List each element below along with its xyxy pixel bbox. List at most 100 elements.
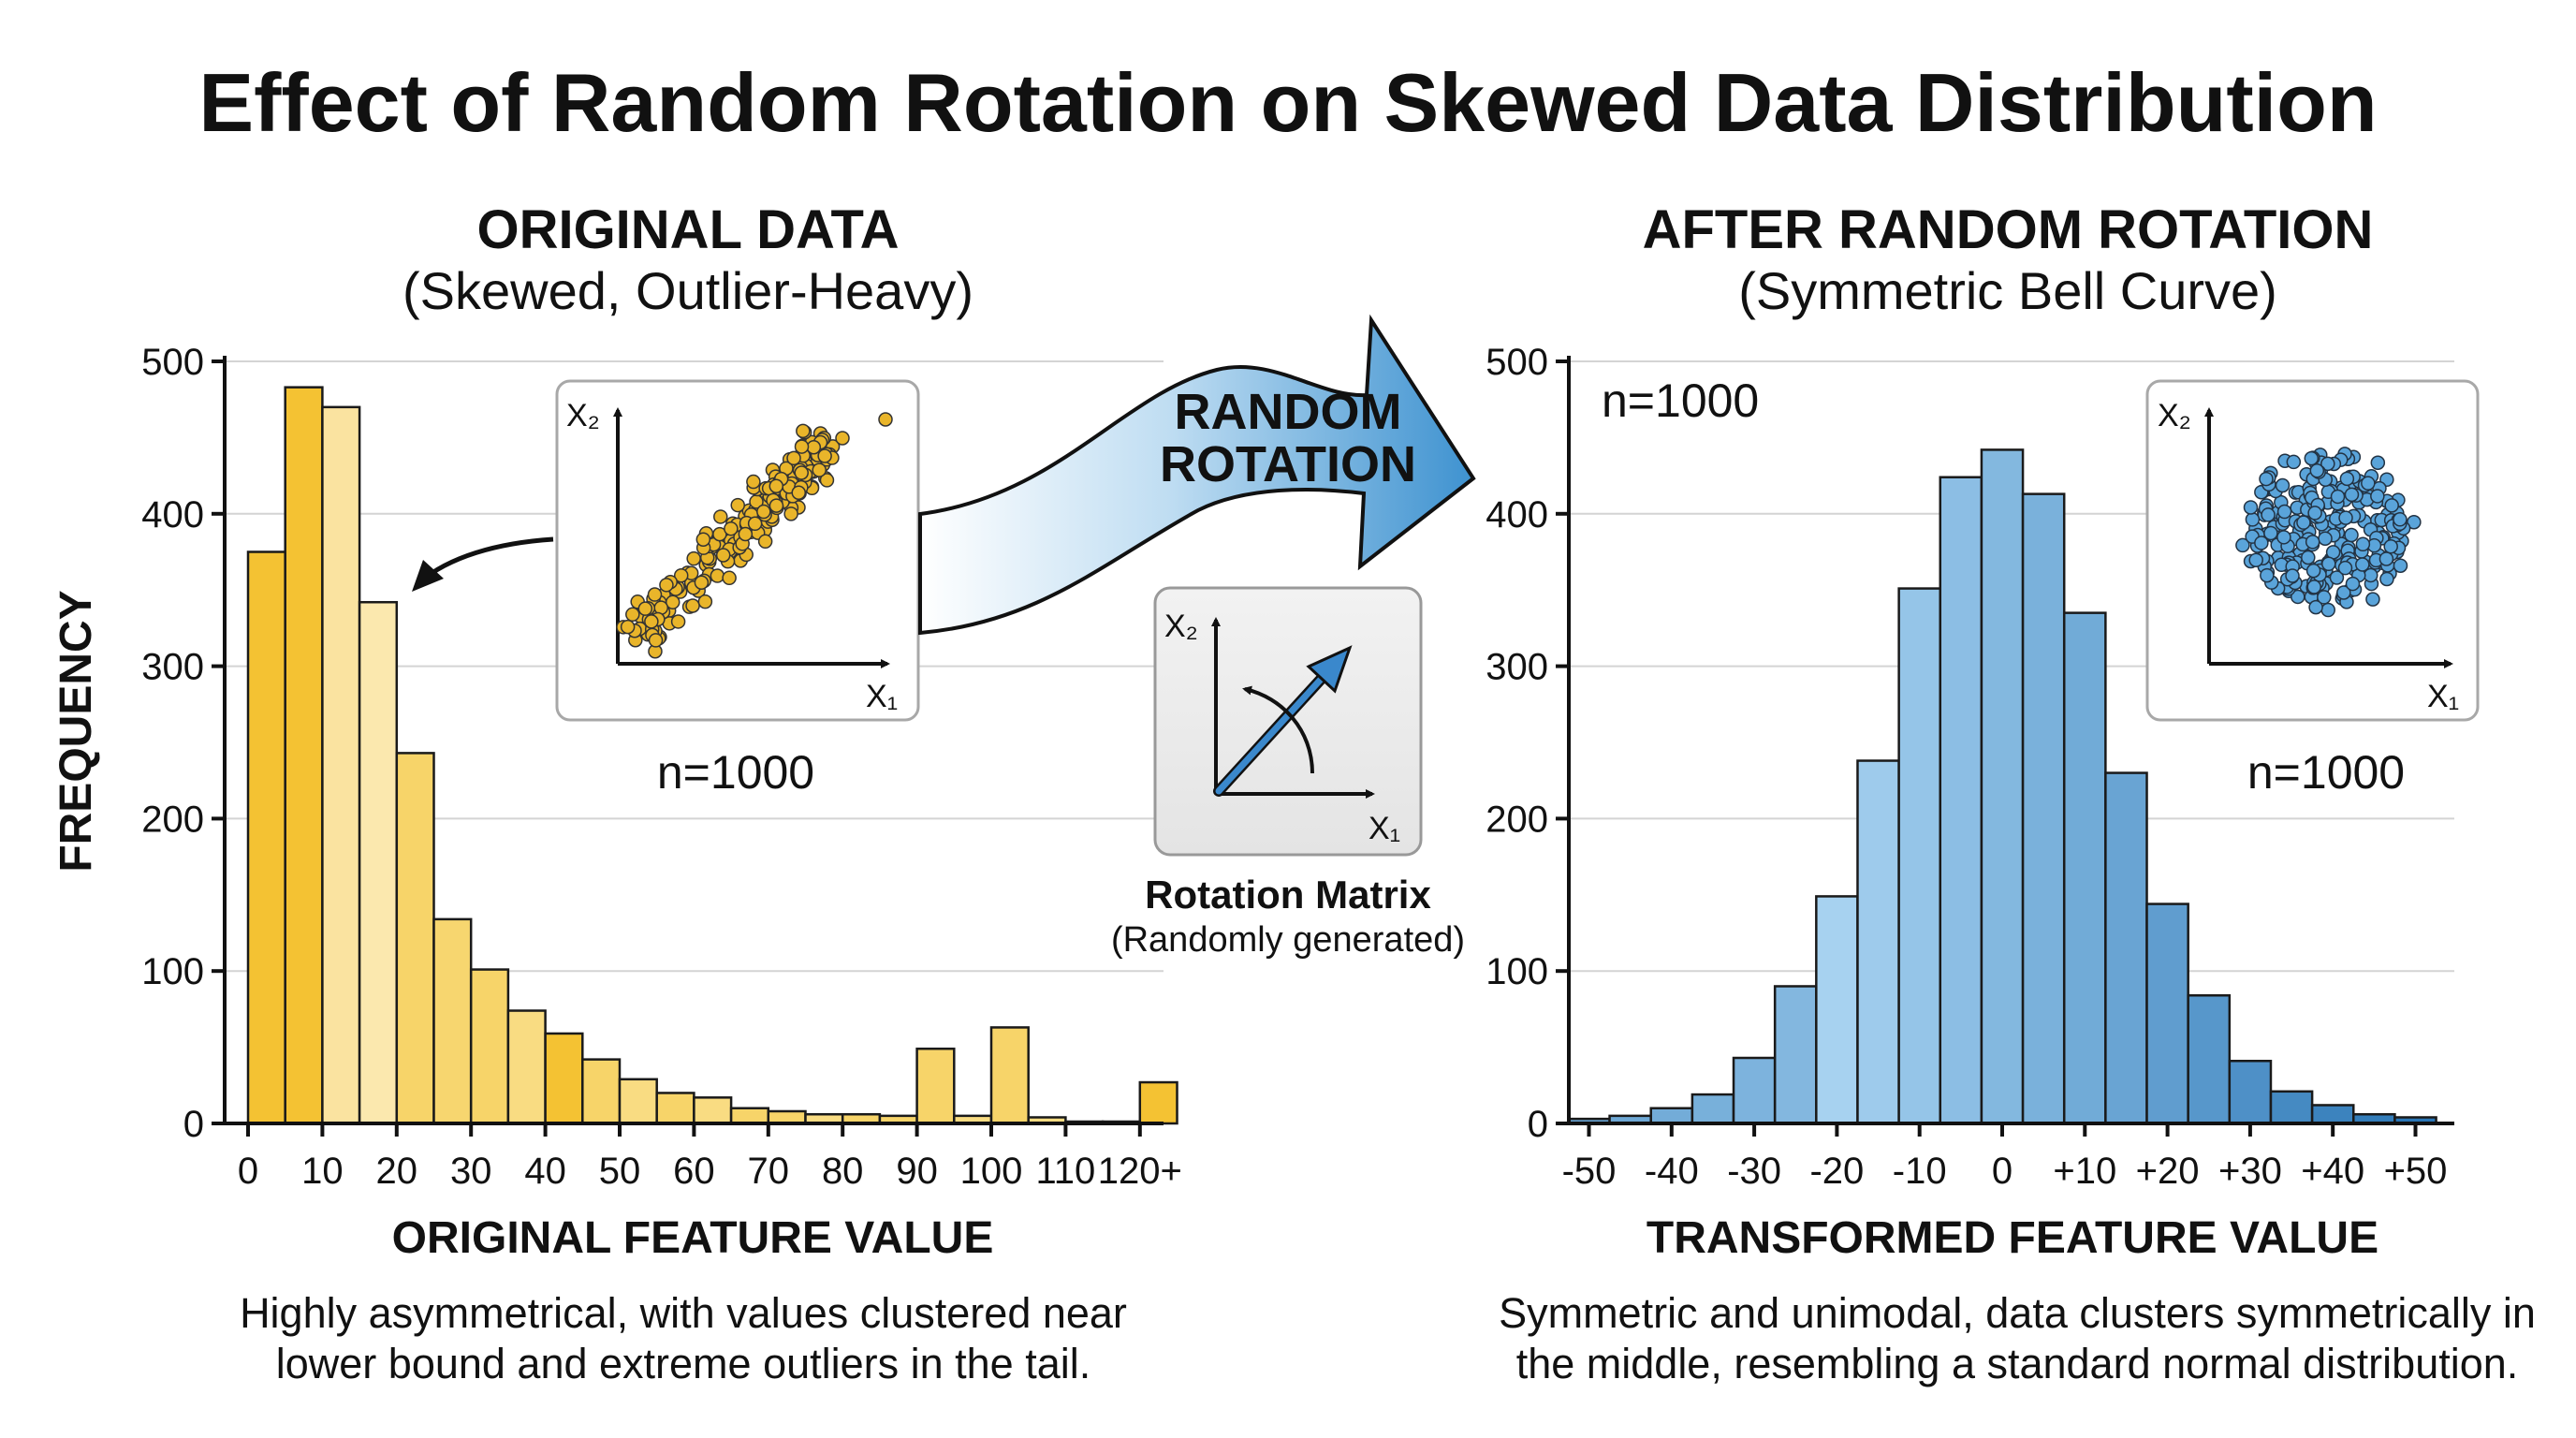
scatter-point	[2393, 558, 2408, 573]
main-title: Effect of Random Rotation on Skewed Data…	[198, 56, 2377, 149]
histogram-bar	[506, 1009, 547, 1125]
scatter-point	[2365, 592, 2380, 607]
scatter-point	[2318, 531, 2333, 546]
scatter-point	[768, 498, 784, 513]
scatter-point	[730, 497, 745, 513]
scatter-point	[2291, 589, 2305, 605]
left-inset-scatter: X₂ X₁	[555, 379, 920, 722]
scatter-point	[817, 448, 832, 463]
left-bars	[246, 386, 1178, 1125]
scatter-point	[2330, 489, 2346, 505]
left-x-tick-label: 30	[450, 1151, 492, 1192]
left-panel-subtitle: (Skewed, Outlier-Heavy)	[402, 261, 973, 320]
histogram-bar	[1856, 759, 1900, 1125]
matrix-x1-label: X₁	[1368, 811, 1400, 846]
left-x-tick-label: 60	[673, 1151, 715, 1192]
scatter-point	[2301, 550, 2316, 565]
scatter-point	[2309, 462, 2325, 478]
histogram-bar	[1773, 985, 1818, 1125]
scatter-point	[659, 578, 674, 593]
scatter-point	[819, 473, 835, 488]
scatter-point	[722, 570, 737, 586]
right-x-tick-label: 0	[1992, 1151, 2012, 1192]
scatter-point	[647, 587, 663, 602]
histogram-bar	[469, 968, 510, 1125]
right-panel: AFTER RANDOM ROTATION (Symmetric Bell Cu…	[1486, 199, 2536, 1387]
scatter-point	[695, 532, 711, 547]
histogram-bar	[915, 1047, 956, 1125]
right-panel-title: AFTER RANDOM ROTATION	[1643, 199, 2374, 260]
left-y-tick-label: 200	[141, 799, 204, 840]
left-y-tick-label: 300	[141, 647, 204, 688]
right-inset-scatter: X₂ X₁	[2145, 379, 2480, 722]
left-x-axis-label: ORIGINAL FEATURE VALUE	[392, 1213, 994, 1263]
left-inset-points	[616, 412, 893, 659]
histogram-bar	[1897, 587, 1942, 1125]
transform-section: RANDOM ROTATION X₂ X₁ Rotation Matrix (R…	[918, 314, 1476, 960]
scatter-point	[2370, 455, 2386, 470]
scatter-point	[2275, 477, 2291, 493]
scatter-point	[644, 614, 659, 629]
scatter-point	[783, 506, 798, 521]
histogram-bar	[1649, 1107, 1694, 1125]
right-x-axis-label: TRANSFORMED FEATURE VALUE	[1647, 1213, 2378, 1263]
scatter-point	[673, 567, 689, 583]
scatter-point	[713, 509, 728, 524]
matrix-subtitle: (Randomly generated)	[1111, 920, 1465, 960]
scatter-point	[2344, 487, 2360, 503]
arrow-label-line-1: RANDOM	[1175, 384, 1402, 440]
histogram-bar	[2269, 1090, 2314, 1125]
scatter-point	[2355, 557, 2370, 572]
scatter-point	[625, 607, 640, 623]
scatter-point	[2361, 476, 2376, 491]
histogram-bar	[1138, 1080, 1178, 1125]
histogram-bar	[1980, 448, 2025, 1125]
left-panel: ORIGINAL DATA (Skewed, Outlier-Heavy) 0 1…	[51, 199, 1182, 1387]
scatter-point	[2339, 471, 2355, 487]
left-caption-line-1: Highly asymmetrical, with values cluster…	[240, 1289, 1127, 1337]
scatter-point	[2329, 570, 2345, 585]
scatter-point	[697, 594, 713, 609]
scatter-point	[715, 548, 731, 563]
scatter-point	[2384, 498, 2399, 513]
left-y-tick-label: 0	[183, 1104, 204, 1145]
scatter-point	[2321, 556, 2336, 572]
rotated-vector-icon	[1215, 668, 1331, 795]
histogram-bar	[2145, 902, 2189, 1125]
left-x-tick-label: 80	[822, 1151, 864, 1192]
right-y-tick-label: 300	[1486, 647, 1548, 688]
histogram-bar	[284, 386, 324, 1125]
histogram-bar	[321, 405, 361, 1125]
right-y-tick-label: 200	[1486, 799, 1548, 840]
scatter-point	[2308, 599, 2323, 615]
scatter-point	[2261, 507, 2276, 522]
right-n-label-top: n=1000	[1602, 374, 1759, 427]
left-x-tick-label: 110	[1036, 1151, 1096, 1192]
left-y-tick-label: 400	[141, 494, 204, 536]
histogram-bar	[581, 1058, 622, 1125]
scatter-point	[2248, 552, 2263, 567]
scatter-point	[738, 526, 754, 542]
scatter-point	[2338, 510, 2353, 525]
histogram-bar	[1732, 1056, 1777, 1125]
histogram-bar	[1815, 895, 1859, 1125]
right-y-tick-label: 100	[1486, 951, 1548, 992]
right-x-tick-label: +50	[2384, 1151, 2448, 1192]
scatter-point	[620, 619, 636, 635]
scatter-point	[812, 462, 827, 477]
right-caption-line-2: the middle, resembling a standard normal…	[1516, 1340, 2519, 1387]
scatter-point	[2305, 535, 2320, 550]
right-bars	[1567, 448, 2437, 1125]
scatter-point	[2337, 560, 2353, 576]
histogram-bar	[395, 752, 435, 1125]
scatter-point	[670, 614, 686, 629]
histogram-bar	[729, 1107, 770, 1125]
scatter-point	[724, 521, 739, 536]
right-panel-subtitle: (Symmetric Bell Curve)	[1738, 261, 2277, 320]
right-x-tick-label: +40	[2301, 1151, 2364, 1192]
outlier-point	[835, 431, 850, 446]
scatter-point	[794, 439, 810, 454]
scatter-point	[2286, 454, 2302, 470]
scatter-point	[2254, 536, 2269, 550]
